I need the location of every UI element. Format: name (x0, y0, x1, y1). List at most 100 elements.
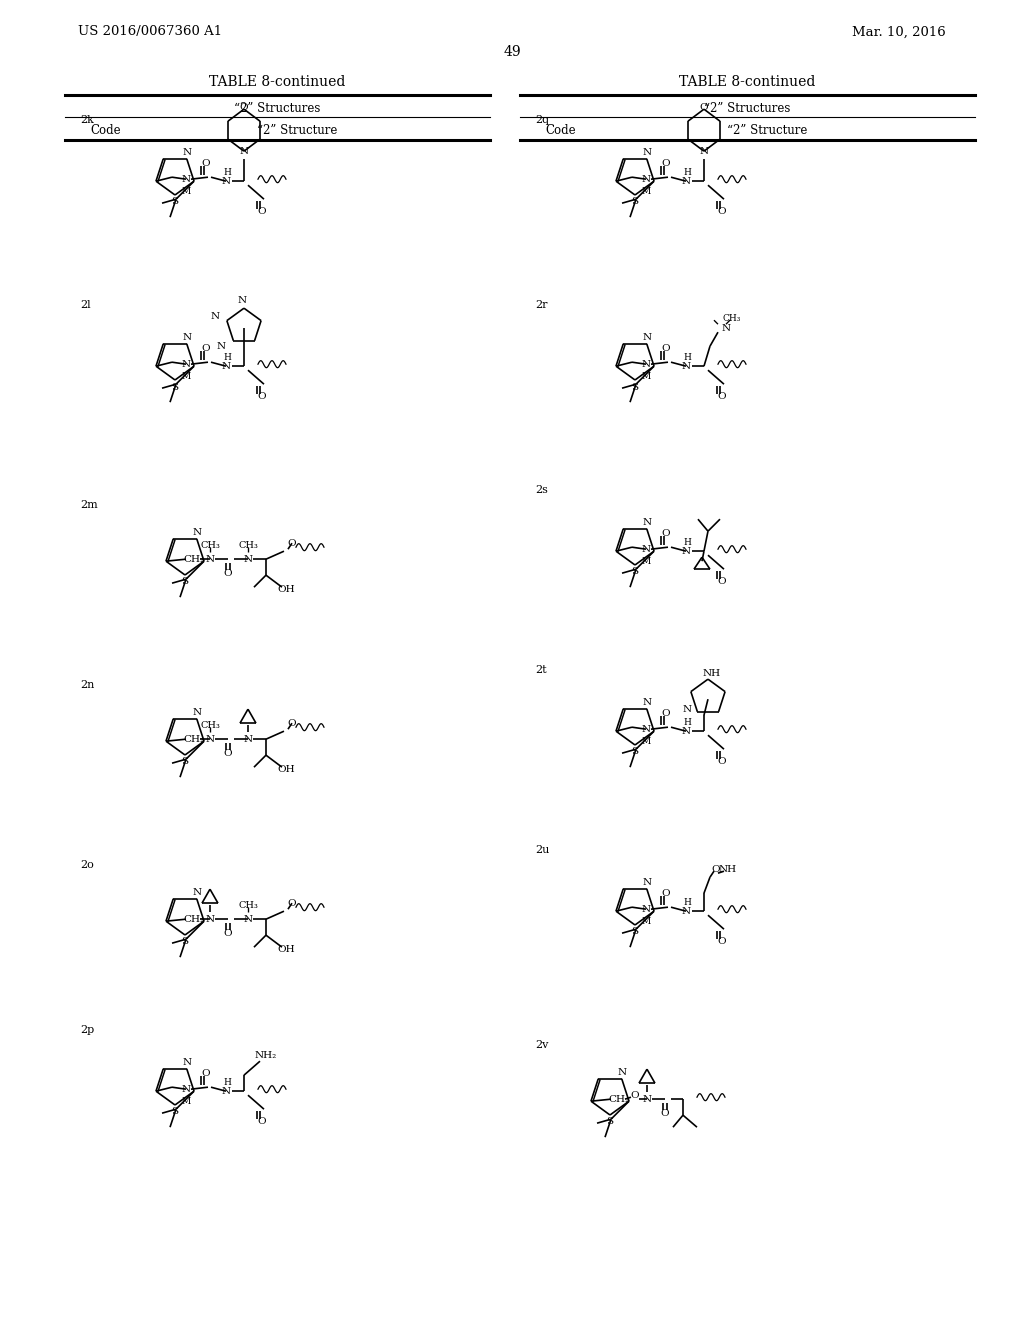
Text: M: M (181, 1097, 190, 1106)
Text: O: O (258, 392, 266, 401)
Text: N: N (699, 147, 709, 156)
Text: N: N (181, 1085, 190, 1094)
Text: N: N (193, 528, 202, 537)
Text: N: N (681, 177, 690, 186)
Text: 2m: 2m (80, 500, 97, 510)
Text: S: S (181, 758, 188, 767)
Text: 2s: 2s (535, 484, 548, 495)
Text: O: O (662, 158, 671, 168)
Text: Mar. 10, 2016: Mar. 10, 2016 (852, 25, 946, 38)
Text: N: N (181, 174, 190, 183)
Text: S: S (632, 383, 639, 392)
Text: N: N (221, 177, 230, 186)
Text: O: O (712, 865, 720, 874)
Text: OH: OH (278, 764, 295, 774)
Text: 2o: 2o (80, 861, 94, 870)
Text: 2k: 2k (80, 115, 94, 125)
Text: O: O (258, 207, 266, 215)
Text: “2” Structures: “2” Structures (234, 102, 321, 115)
Text: S: S (181, 937, 188, 946)
Text: H: H (683, 898, 691, 907)
Text: N: N (681, 907, 690, 916)
Text: 2q: 2q (535, 115, 549, 125)
Text: CH₃: CH₃ (200, 721, 220, 730)
Text: CH₃: CH₃ (238, 541, 258, 549)
Text: O: O (662, 709, 671, 718)
Text: N: N (181, 359, 190, 368)
Text: O: O (660, 1109, 670, 1118)
Text: N: N (642, 698, 651, 708)
Text: N: N (244, 735, 253, 743)
Text: N: N (641, 359, 650, 368)
Text: O: O (718, 577, 726, 586)
Text: H: H (683, 537, 691, 546)
Text: O: O (662, 343, 671, 352)
Text: H: H (223, 352, 231, 362)
Text: N: N (641, 174, 650, 183)
Text: N: N (238, 296, 247, 305)
Text: S: S (632, 568, 639, 577)
Text: S: S (181, 578, 188, 586)
Text: O: O (288, 539, 296, 548)
Text: 2p: 2p (80, 1026, 94, 1035)
Text: S: S (171, 1107, 178, 1117)
Text: TABLE 8-continued: TABLE 8-continued (209, 75, 346, 88)
Text: O: O (662, 529, 671, 537)
Text: N: N (681, 362, 690, 371)
Text: M: M (641, 737, 650, 746)
Text: O: O (288, 718, 296, 727)
Text: N: N (642, 519, 651, 527)
Text: O: O (718, 937, 726, 945)
Text: CH₂: CH₂ (608, 1094, 630, 1104)
Text: TABLE 8-continued: TABLE 8-continued (679, 75, 816, 88)
Text: N: N (193, 888, 202, 898)
Text: N: N (681, 727, 690, 735)
Text: S: S (171, 198, 178, 206)
Text: O: O (631, 1090, 639, 1100)
Text: N: N (683, 705, 692, 714)
Text: H: H (683, 352, 691, 362)
Text: 49: 49 (503, 45, 521, 59)
Text: N: N (244, 915, 253, 924)
Text: H: H (683, 718, 691, 727)
Text: O: O (202, 1069, 210, 1077)
Text: S: S (632, 198, 639, 206)
Text: CH₃: CH₃ (723, 314, 741, 322)
Text: CH₂: CH₂ (183, 735, 205, 743)
Text: O: O (699, 103, 709, 112)
Text: M: M (181, 372, 190, 380)
Text: O: O (288, 899, 296, 908)
Text: O: O (223, 929, 232, 937)
Text: N: N (642, 334, 651, 342)
Text: “2” Structure: “2” Structure (727, 124, 808, 136)
Text: N: N (182, 334, 191, 342)
Text: “2” Structures: “2” Structures (705, 102, 791, 115)
Text: CH₂: CH₂ (183, 554, 205, 564)
Text: S: S (171, 383, 178, 392)
Text: CH₃: CH₃ (238, 900, 258, 909)
Text: OH: OH (278, 945, 295, 953)
Text: M: M (641, 372, 650, 380)
Text: N: N (642, 148, 651, 157)
Text: 2r: 2r (535, 300, 548, 310)
Text: 2v: 2v (535, 1040, 549, 1049)
Text: N: N (182, 1059, 191, 1068)
Text: 2t: 2t (535, 665, 547, 675)
Text: CH₃: CH₃ (200, 541, 220, 549)
Text: O: O (718, 207, 726, 215)
Text: N: N (642, 1094, 651, 1104)
Text: US 2016/0067360 A1: US 2016/0067360 A1 (78, 25, 222, 38)
Text: M: M (181, 186, 190, 195)
Text: O: O (662, 888, 671, 898)
Text: N: N (240, 147, 249, 156)
Text: N: N (210, 312, 219, 321)
Text: N: N (221, 362, 230, 371)
Text: O: O (718, 756, 726, 766)
Text: NH: NH (702, 669, 721, 677)
Text: O: O (202, 158, 210, 168)
Text: S: S (632, 747, 639, 756)
Text: N: N (641, 904, 650, 913)
Text: NH: NH (719, 865, 737, 874)
Text: H: H (223, 1077, 231, 1086)
Text: H: H (683, 168, 691, 177)
